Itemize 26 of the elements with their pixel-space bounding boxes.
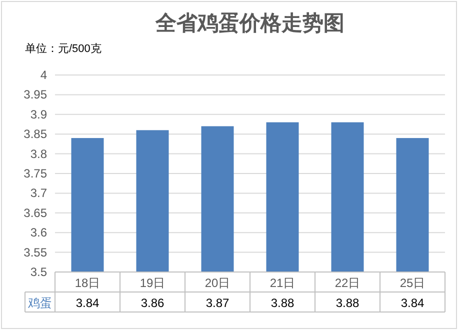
y-tick-label: 3.5 — [30, 265, 48, 279]
data-label: 3.88 — [270, 296, 294, 310]
y-tick-label: 3.95 — [24, 88, 48, 102]
x-tick-label: 18日 — [74, 276, 100, 290]
y-tick-label: 3.7 — [30, 186, 48, 200]
y-tick-label: 3.8 — [30, 146, 48, 161]
x-tick-label: 22日 — [334, 276, 360, 290]
data-label: 3.84 — [400, 296, 424, 310]
y-tick-label: 4 — [40, 68, 48, 82]
data-label: 3.86 — [140, 296, 164, 310]
x-tick-label: 21日 — [270, 276, 296, 290]
y-tick-label: 3.85 — [24, 127, 48, 142]
x-tick-label: 19日 — [140, 276, 166, 290]
data-label: 3.88 — [336, 296, 360, 310]
x-tick-label: 25日 — [400, 276, 426, 290]
y-tick-label: 3.55 — [24, 245, 48, 260]
text: 鸡蛋 — [27, 296, 52, 310]
y-tick-label: 3.65 — [24, 206, 48, 220]
text: 单位：元/500克 — [25, 42, 102, 55]
y-tick-label: 3.6 — [30, 226, 48, 240]
y-tick-label: 3.9 — [30, 107, 48, 122]
y-tick-label: 3.75 — [24, 166, 48, 180]
data-label: 3.84 — [76, 296, 100, 310]
x-tick-label: 20日 — [204, 276, 230, 290]
data-label: 3.87 — [206, 296, 230, 310]
chart-title: 全省鸡蛋价格走势图 — [154, 12, 344, 35]
